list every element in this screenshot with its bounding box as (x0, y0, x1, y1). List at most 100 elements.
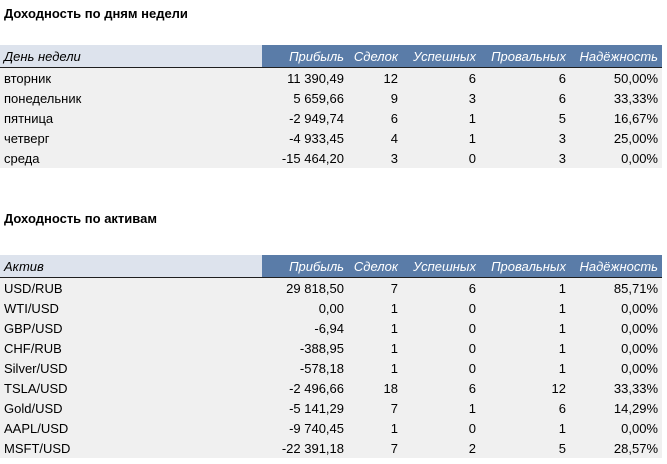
asset-header-name: Актив (0, 255, 262, 278)
weekday-cell-successful: 3 (402, 88, 480, 108)
weekday-cell-profit: 5 659,66 (262, 88, 348, 108)
asset-cell-deals: 7 (348, 438, 402, 458)
asset-header-failed: Провальных (480, 255, 570, 278)
weekday-cell-failed: 5 (480, 108, 570, 128)
asset-table: Актив Прибыль Сделок Успешных Провальных Надё… (0, 255, 662, 458)
weekday-cell-successful: 0 (402, 148, 480, 168)
weekday-cell-successful: 1 (402, 108, 480, 128)
table-row: пятница -2 949,74 6 1 5 16,67% (0, 108, 662, 128)
weekday-cell-name: среда (0, 148, 262, 168)
weekday-header-failed: Провальных (480, 45, 570, 68)
asset-cell-deals: 18 (348, 378, 402, 398)
asset-cell-profit: -388,95 (262, 338, 348, 358)
weekday-header-successful: Успешных (402, 45, 480, 68)
weekday-cell-failed: 6 (480, 67, 570, 88)
asset-cell-reliability: 28,57% (570, 438, 662, 458)
asset-cell-deals: 1 (348, 358, 402, 378)
weekday-cell-name: понедельник (0, 88, 262, 108)
asset-cell-reliability: 85,71% (570, 277, 662, 298)
asset-cell-deals: 1 (348, 338, 402, 358)
table-row: TSLA/USD -2 496,66 18 6 12 33,33% (0, 378, 662, 398)
asset-cell-reliability: 0,00% (570, 338, 662, 358)
weekday-cell-profit: 11 390,49 (262, 67, 348, 88)
table-row: GBP/USD -6,94 1 0 1 0,00% (0, 318, 662, 338)
weekday-cell-reliability: 33,33% (570, 88, 662, 108)
asset-cell-reliability: 0,00% (570, 318, 662, 338)
asset-header-profit: Прибыль (262, 255, 348, 278)
asset-cell-reliability: 0,00% (570, 358, 662, 378)
asset-table-body: USD/RUB 29 818,50 7 6 1 85,71% WTI/USD 0,00 1 0 1 0… (0, 277, 662, 458)
table-row: USD/RUB 29 818,50 7 6 1 85,71% (0, 277, 662, 298)
asset-cell-successful: 6 (402, 277, 480, 298)
asset-cell-failed: 5 (480, 438, 570, 458)
table-row: четверг -4 933,45 4 1 3 25,00% (0, 128, 662, 148)
asset-cell-failed: 1 (480, 318, 570, 338)
weekday-cell-failed: 6 (480, 88, 570, 108)
asset-cell-profit: -6,94 (262, 318, 348, 338)
weekday-cell-deals: 3 (348, 148, 402, 168)
asset-cell-deals: 7 (348, 277, 402, 298)
table-row: AAPL/USD -9 740,45 1 0 1 0,00% (0, 418, 662, 438)
asset-cell-reliability: 0,00% (570, 298, 662, 318)
asset-cell-name: USD/RUB (0, 277, 262, 298)
weekday-cell-failed: 3 (480, 148, 570, 168)
table-row: понедельник 5 659,66 9 3 6 33,33% (0, 88, 662, 108)
asset-cell-profit: 29 818,50 (262, 277, 348, 298)
asset-cell-name: MSFT/USD (0, 438, 262, 458)
asset-cell-successful: 0 (402, 358, 480, 378)
weekday-cell-successful: 6 (402, 67, 480, 88)
asset-cell-name: TSLA/USD (0, 378, 262, 398)
asset-cell-deals: 1 (348, 298, 402, 318)
asset-header-deals: Сделок (348, 255, 402, 278)
weekday-cell-reliability: 0,00% (570, 148, 662, 168)
weekday-cell-name: пятница (0, 108, 262, 128)
weekday-cell-name: четверг (0, 128, 262, 148)
asset-cell-profit: -5 141,29 (262, 398, 348, 418)
weekday-cell-deals: 6 (348, 108, 402, 128)
asset-cell-reliability: 0,00% (570, 418, 662, 438)
weekday-section-title: Доходность по дням недели (4, 6, 188, 21)
weekday-cell-profit: -2 949,74 (262, 108, 348, 128)
asset-table-header: Актив Прибыль Сделок Успешных Провальных Надё… (0, 255, 662, 278)
asset-cell-successful: 0 (402, 318, 480, 338)
asset-cell-failed: 1 (480, 338, 570, 358)
weekday-header-profit: Прибыль (262, 45, 348, 68)
asset-cell-name: Gold/USD (0, 398, 262, 418)
table-row: CHF/RUB -388,95 1 0 1 0,00% (0, 338, 662, 358)
weekday-cell-profit: -4 933,45 (262, 128, 348, 148)
weekday-header-name: День недели (0, 45, 262, 68)
table-row: среда -15 464,20 3 0 3 0,00% (0, 148, 662, 168)
table-row: вторник 11 390,49 12 6 6 50,00% (0, 67, 662, 88)
asset-cell-failed: 1 (480, 298, 570, 318)
weekday-cell-deals: 9 (348, 88, 402, 108)
weekday-cell-name: вторник (0, 67, 262, 88)
asset-cell-name: Silver/USD (0, 358, 262, 378)
asset-cell-failed: 1 (480, 358, 570, 378)
weekday-header-reliability: Надёжность (570, 45, 662, 68)
weekday-table: День недели Прибыль Сделок Успешных Провальн… (0, 45, 662, 168)
asset-cell-name: AAPL/USD (0, 418, 262, 438)
asset-cell-profit: -578,18 (262, 358, 348, 378)
table-row: Silver/USD -578,18 1 0 1 0,00% (0, 358, 662, 378)
asset-cell-failed: 6 (480, 398, 570, 418)
asset-section-title: Доходность по активам (4, 211, 157, 226)
asset-cell-deals: 7 (348, 398, 402, 418)
asset-cell-profit: -2 496,66 (262, 378, 348, 398)
weekday-cell-deals: 4 (348, 128, 402, 148)
weekday-cell-reliability: 16,67% (570, 108, 662, 128)
asset-cell-reliability: 14,29% (570, 398, 662, 418)
asset-cell-successful: 1 (402, 398, 480, 418)
table-row: WTI/USD 0,00 1 0 1 0,00% (0, 298, 662, 318)
table-row: MSFT/USD -22 391,18 7 2 5 28,57% (0, 438, 662, 458)
weekday-cell-profit: -15 464,20 (262, 148, 348, 168)
asset-cell-successful: 0 (402, 338, 480, 358)
weekday-table-header: День недели Прибыль Сделок Успешных Провальн… (0, 45, 662, 68)
asset-cell-successful: 0 (402, 418, 480, 438)
asset-cell-name: GBP/USD (0, 318, 262, 338)
asset-cell-name: CHF/RUB (0, 338, 262, 358)
weekday-cell-successful: 1 (402, 128, 480, 148)
weekday-cell-reliability: 50,00% (570, 67, 662, 88)
asset-cell-successful: 0 (402, 298, 480, 318)
weekday-table-body: вторник 11 390,49 12 6 6 50,00% понедельник 5 6… (0, 67, 662, 168)
asset-cell-profit: -22 391,18 (262, 438, 348, 458)
